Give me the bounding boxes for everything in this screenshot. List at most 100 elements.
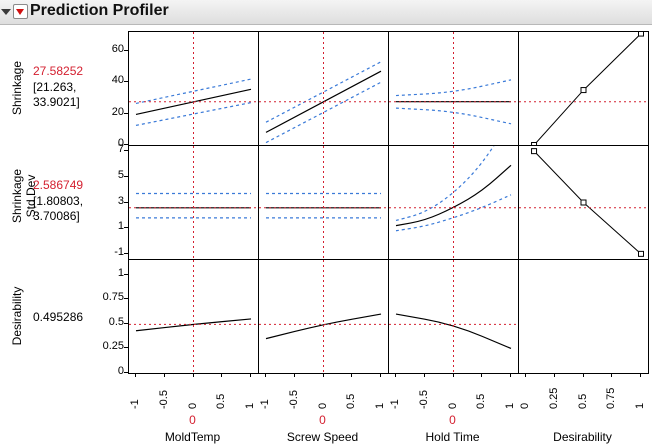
profile-cell-r0-c1[interactable] (258, 31, 389, 146)
red-triangle-menu-icon[interactable] (13, 4, 28, 19)
y-tick-label: 7 (117, 143, 124, 156)
confidence-interval-upper: 33.9021] (33, 95, 80, 109)
y-tick-label: 0.75 (102, 291, 124, 304)
desirability-handle-r0-0[interactable] (531, 142, 538, 146)
y-tick-label: 60 (111, 42, 124, 55)
y-tick-mark (124, 298, 128, 299)
predicted-value: 27.58252 (33, 64, 84, 78)
x-tick-mark (510, 373, 511, 377)
profile-cell-r0-c3 (518, 31, 649, 146)
y-tick-label: 1 (117, 220, 124, 233)
profile-plot-r1-c0 (129, 146, 258, 259)
y-tick-label: 5 (117, 168, 124, 181)
factor-name-label: Desirability (553, 430, 612, 444)
profile-cell-r1-c1[interactable] (258, 145, 389, 260)
y-tick-mark (124, 372, 128, 373)
y-tick-label: 20 (111, 105, 124, 118)
x-tick-label: -0.5 (287, 390, 300, 409)
y-tick-label: 3 (117, 194, 124, 207)
x-tick-label: 0.75 (605, 387, 618, 409)
factor-current-value[interactable]: 0 (319, 413, 326, 427)
factor-current-value[interactable]: 0 (449, 413, 456, 427)
x-tick-mark (380, 373, 381, 377)
x-tick-label: 0.5 (215, 393, 228, 409)
x-tick-mark (294, 373, 295, 377)
x-tick-mark (453, 373, 454, 377)
y-tick-mark (124, 176, 128, 177)
profile-cell-r2-c2[interactable] (388, 259, 519, 374)
x-tick-mark (193, 373, 194, 377)
x-tick-mark (525, 373, 526, 377)
confidence-interval-upper: 3.70086] (33, 209, 80, 223)
x-tick-mark (164, 373, 165, 377)
response-label: Shrinkage (10, 168, 24, 224)
x-tick-label: 0.5 (576, 393, 589, 409)
profile-cell-r0-c2[interactable] (388, 31, 519, 146)
profile-plot-r0-c3 (519, 32, 648, 145)
profile-plot-r2-c1 (259, 260, 388, 373)
x-tick-mark (611, 373, 612, 377)
profile-cell-r2-c1[interactable] (258, 259, 389, 374)
ci-lower-r0-c2 (395, 107, 512, 125)
y-tick-mark (124, 274, 128, 275)
profile-plot-r0-c1 (259, 32, 388, 145)
ci-lower-r1-c2 (395, 194, 512, 232)
x-tick-mark (323, 373, 324, 377)
x-tick-mark (640, 373, 641, 377)
y-tick-label: 0.25 (102, 340, 124, 353)
x-tick-label: 0.5 (345, 393, 358, 409)
profile-plot-r0-c2 (389, 32, 518, 145)
x-tick-mark (554, 373, 555, 377)
x-tick-label: 1 (374, 402, 386, 409)
desirability-handle-r0-2[interactable] (638, 32, 644, 37)
response-label: Desirability (10, 286, 24, 346)
confidence-interval-lower: [1.80803, (33, 194, 84, 208)
x-tick-label: -0.5 (157, 390, 170, 409)
x-tick-label: 0.25 (547, 387, 560, 409)
ci-upper-r0-c2 (395, 79, 512, 97)
desirability-handle-r1-0[interactable] (531, 148, 538, 155)
x-tick-label: -1 (129, 399, 141, 409)
y-tick-label: 40 (111, 74, 124, 87)
desirability-handle-r1-2[interactable] (638, 250, 644, 257)
desirability-function-r0 (533, 33, 642, 145)
profile-plot-r1-c3 (519, 148, 648, 257)
disclosure-triangle-icon[interactable] (1, 9, 11, 15)
x-tick-label: 1 (634, 402, 646, 409)
profile-cell-r1-c0[interactable] (128, 145, 259, 260)
y-tick-mark (124, 50, 128, 51)
ci-upper-r0-c0 (135, 78, 252, 104)
x-tick-label: -0.5 (417, 390, 430, 409)
x-tick-label: 0 (519, 402, 531, 409)
x-tick-mark (583, 373, 584, 377)
predicted-value: 2.586749 (33, 178, 84, 192)
profile-cell-r1-c2[interactable] (388, 145, 519, 260)
x-tick-label: 1 (244, 402, 256, 409)
profile-cell-r2-c0[interactable] (128, 259, 259, 374)
desirability-handle-r0-1[interactable] (580, 87, 587, 94)
profile-plot-r1-c1 (259, 146, 388, 259)
desirability-function-r1 (533, 150, 642, 255)
profile-cell-r1-c3 (518, 145, 649, 260)
x-tick-label: -1 (389, 399, 401, 409)
y-tick-label: 0 (117, 365, 124, 377)
y-tick-mark (124, 113, 128, 114)
x-tick-mark (351, 373, 352, 377)
profile-curve-r2-c1 (265, 313, 382, 340)
y-tick-mark (124, 81, 128, 82)
x-tick-mark (250, 373, 251, 377)
y-tick-mark (124, 150, 128, 151)
x-tick-mark (424, 373, 425, 377)
predicted-value: 0.495286 (33, 310, 84, 324)
factor-current-value[interactable]: 0 (189, 413, 196, 427)
confidence-interval-lower: [21.263, (33, 80, 77, 94)
profile-plot-r1-c2 (389, 146, 518, 259)
x-tick-label: 0 (446, 402, 459, 409)
desirability-handle-r1-1[interactable] (580, 199, 587, 206)
x-tick-label: 0.5 (475, 393, 488, 409)
y-tick-label: 0.5 (108, 315, 124, 328)
x-tick-label: 1 (504, 402, 516, 409)
ci-lower-r0-c0 (135, 102, 252, 126)
y-tick-label: 0 (117, 137, 124, 149)
profile-cell-r0-c0[interactable] (128, 31, 259, 146)
